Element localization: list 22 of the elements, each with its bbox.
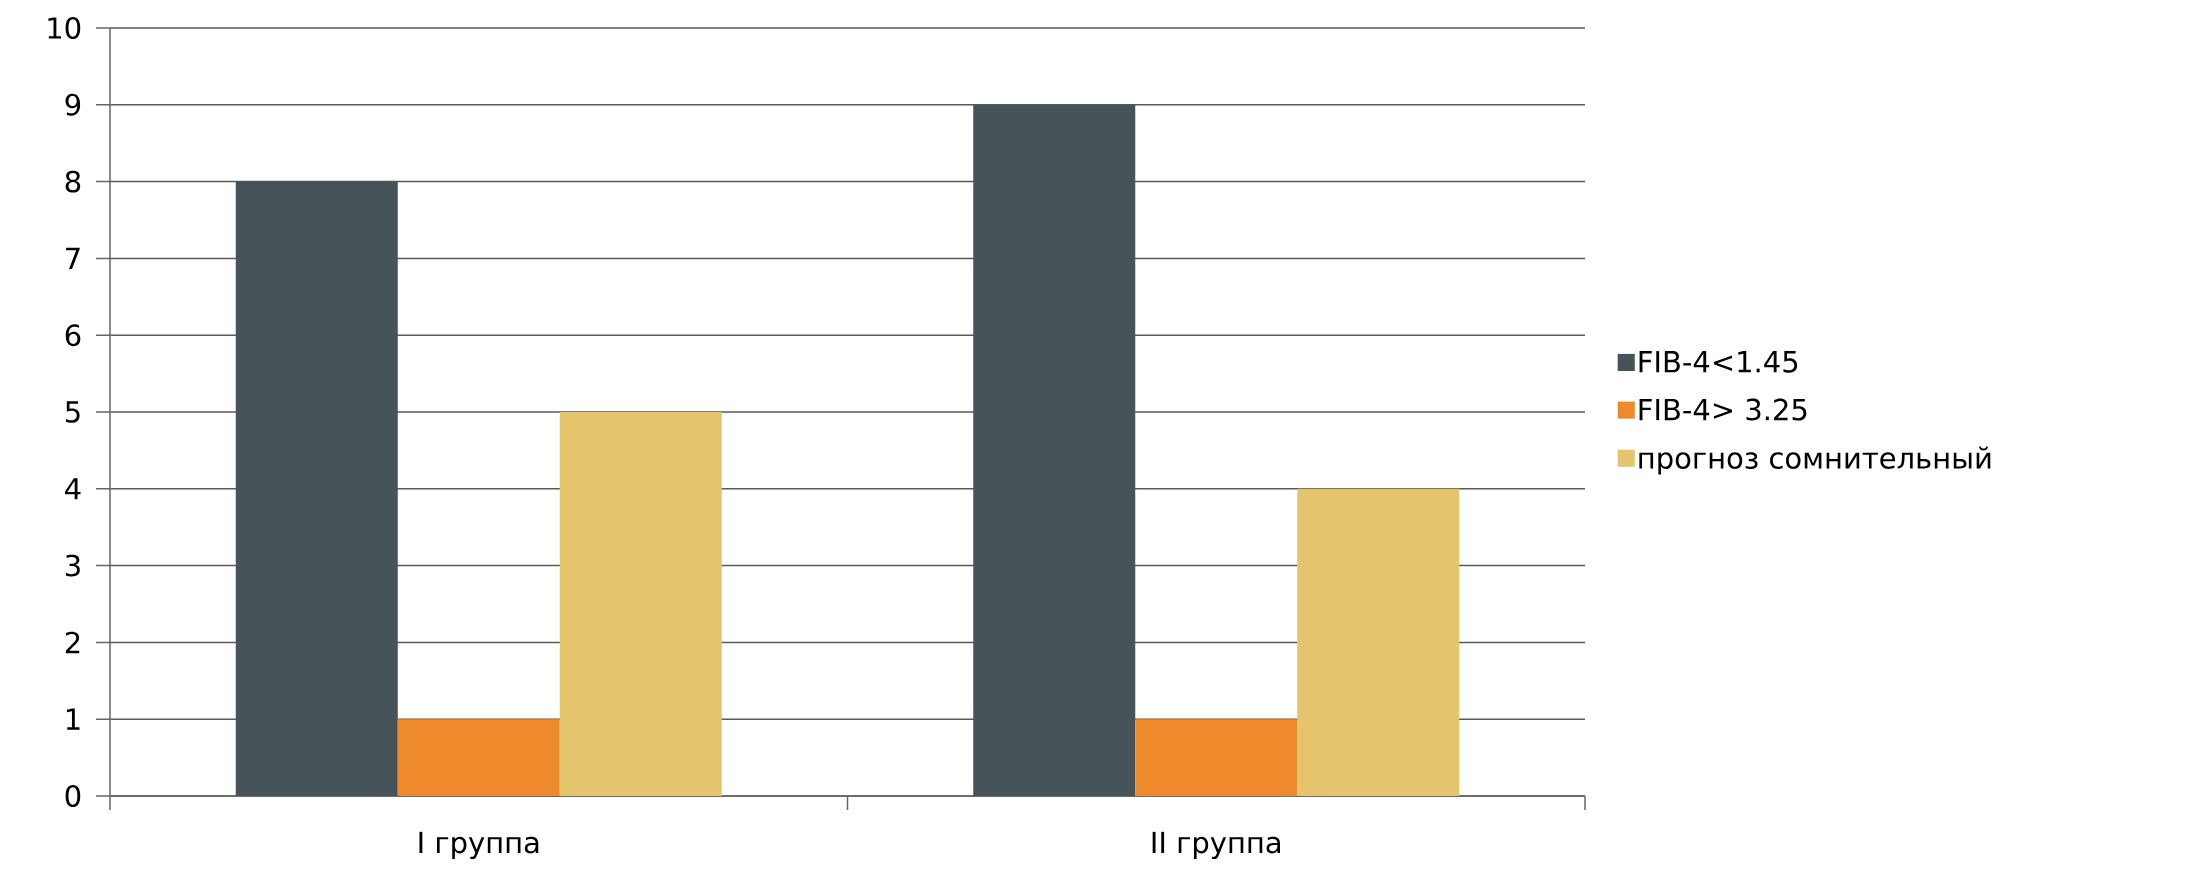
bar (397, 719, 560, 796)
x-tick-label: I группа (419, 831, 539, 860)
y-tick-label: 6 (65, 324, 81, 347)
legend-label: FIB-4> 3.25 (1639, 398, 1807, 421)
y-tick-label: 5 (65, 401, 80, 423)
legend-label: FIB-4<1.45 (1639, 351, 1798, 373)
bar (1135, 719, 1298, 796)
y-tick-label: 7 (66, 247, 80, 269)
y-tick-label: 8 (65, 170, 81, 193)
bar (1297, 488, 1460, 796)
y-tick-label: 4 (65, 478, 81, 500)
y-tick-label: 9 (65, 93, 81, 116)
x-tick-label: II группа (1152, 831, 1281, 860)
y-tick-label: 1 (66, 708, 80, 730)
y-tick-label: 3 (65, 554, 80, 577)
y-tick-label: 10 (48, 17, 81, 39)
bar (973, 104, 1136, 796)
legend-label: прогноз сомнительный (1639, 446, 1991, 475)
y-tick-label: 0 (65, 785, 81, 807)
y-tick-label: 2 (65, 631, 80, 654)
bar (559, 411, 722, 796)
bar (235, 181, 398, 796)
